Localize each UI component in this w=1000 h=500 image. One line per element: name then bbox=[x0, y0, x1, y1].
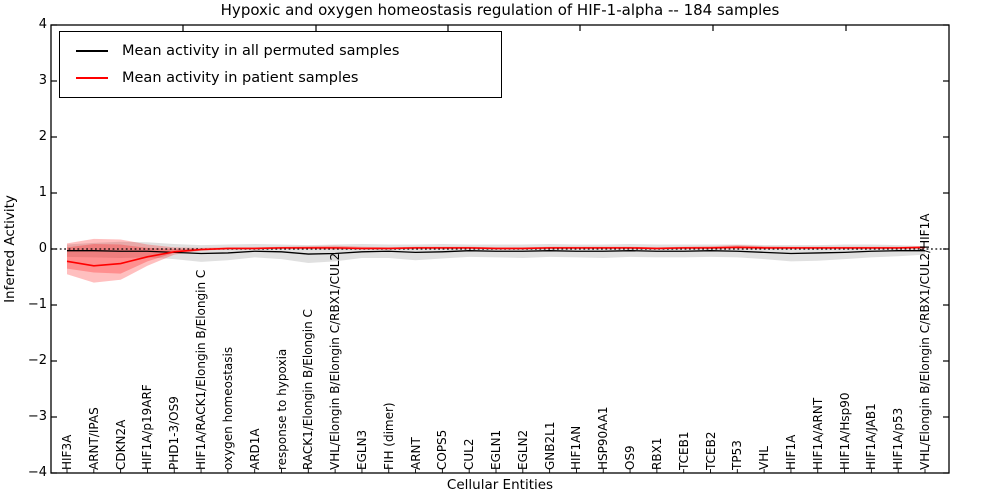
series-line-patient bbox=[66, 246, 926, 267]
x-tick-label: HIF1A/Hsp90 bbox=[837, 392, 852, 470]
legend-entry-permuted: Mean activity in all permuted samples bbox=[76, 42, 501, 60]
x-tick-label: HIF1A bbox=[783, 434, 798, 470]
y-tick-label: 2 bbox=[38, 129, 47, 144]
x-tick-label: TCEB1 bbox=[676, 431, 691, 470]
x-tick-label: TCEB2 bbox=[703, 431, 718, 470]
legend-line-sample-black bbox=[76, 50, 108, 52]
legend-line-sample-red bbox=[76, 77, 108, 79]
y-tick-label: 3 bbox=[38, 73, 47, 88]
x-tick-label: HIF3A bbox=[60, 434, 74, 470]
x-tick-label: PHD1-3/OS9 bbox=[167, 396, 182, 470]
x-tick-label: ARD1A bbox=[247, 428, 262, 470]
y-tick-label: −2 bbox=[27, 353, 47, 368]
x-tick-label: HIF1A/p19ARF bbox=[140, 384, 155, 470]
x-tick-label: EGLN3 bbox=[354, 429, 369, 470]
legend-box: Mean activity in all permuted samples Me… bbox=[59, 31, 502, 98]
x-tick-label: VHL/Elongin B/Elongin C/RBX1/CUL2/HIF1A bbox=[918, 213, 932, 470]
x-tick-label: ARNT bbox=[408, 437, 423, 470]
x-tick-label: OS9 bbox=[623, 445, 638, 470]
x-tick-label: VHL bbox=[757, 446, 772, 470]
y-tick-label: −3 bbox=[27, 409, 47, 424]
x-tick-label: oxygen homeostasis bbox=[220, 346, 235, 470]
x-tick-label: VHL/Elongin B/Elongin C/RBX1/CUL2 bbox=[328, 252, 343, 470]
x-tick-label: response to hypoxia bbox=[274, 348, 289, 470]
x-tick-label: TP53 bbox=[730, 440, 745, 470]
chart-title: Hypoxic and oxygen homeostasis regulatio… bbox=[220, 1, 780, 19]
legend-entry-patient: Mean activity in patient samples bbox=[76, 69, 501, 87]
x-tick-label: HSP90AA1 bbox=[596, 406, 611, 470]
y-tick-label: 1 bbox=[38, 185, 47, 200]
x-tick-label: FIH (dimer) bbox=[381, 402, 396, 470]
x-tick-label: CDKN2A bbox=[113, 419, 128, 470]
x-tick-label: HIF1A/RACK1/Elongin B/Elongin C bbox=[194, 269, 209, 470]
x-tick-label: COPS5 bbox=[435, 429, 450, 470]
x-tick-label: EGLN2 bbox=[515, 429, 530, 470]
x-axis-title: Cellular Entities bbox=[446, 477, 554, 493]
x-tick-label: HIF1A/JAB1 bbox=[864, 403, 879, 470]
x-tick-label: RBX1 bbox=[649, 437, 664, 470]
y-tick-label: −1 bbox=[27, 297, 47, 312]
legend-label-patient: Mean activity in patient samples bbox=[122, 70, 359, 86]
x-tick-label: HIF1A/p53 bbox=[891, 407, 906, 470]
x-tick-label: ARNT/IPAS bbox=[86, 407, 101, 470]
series-line-permuted bbox=[67, 250, 925, 255]
x-tick-label: EGLN1 bbox=[489, 429, 503, 470]
x-tick-label: GNB2L1 bbox=[542, 421, 557, 470]
y-tick-label: 0 bbox=[38, 241, 47, 256]
x-tick-label: HIF1AN bbox=[569, 425, 584, 470]
y-tick-label: 4 bbox=[38, 17, 47, 32]
y-tick-label: −4 bbox=[27, 465, 47, 480]
x-tick-label: CUL2 bbox=[462, 438, 477, 470]
legend-label-permuted: Mean activity in all permuted samples bbox=[122, 43, 400, 59]
x-tick-label: RACK1/Elongin B/Elongin C bbox=[301, 309, 316, 470]
band-permuted bbox=[67, 241, 925, 263]
x-tick-label: HIF1A/ARNT bbox=[810, 397, 825, 470]
